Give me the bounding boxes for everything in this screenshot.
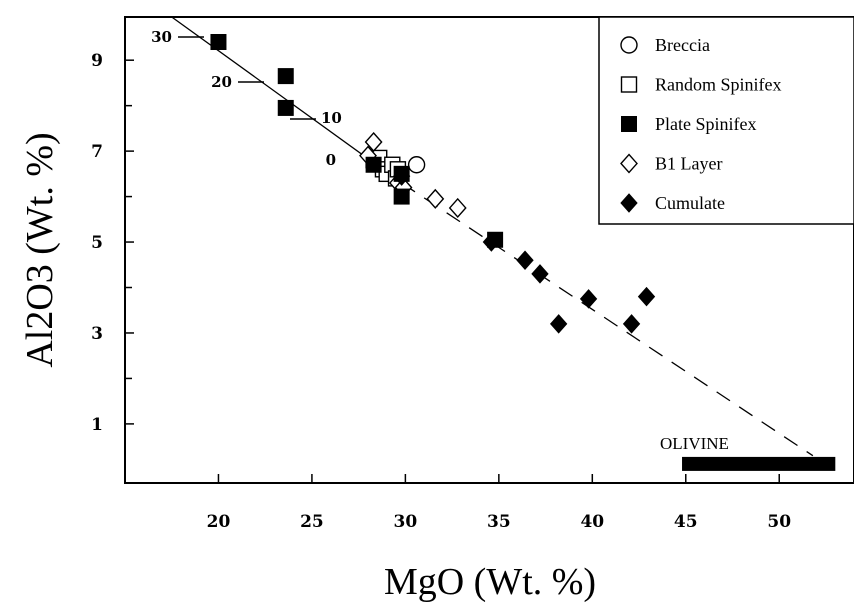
point-plate-spinifex [277,99,294,116]
legend-marker-cumulate [620,193,638,213]
plot-frame [124,16,854,484]
y-tick-label: 5 [91,233,103,253]
y-tick-label: 9 [91,51,103,71]
point-b1-layer [448,197,467,218]
legend-box [598,16,854,225]
point-cumulate [531,264,549,284]
point-b1-layer [426,188,445,209]
legend-label: Cumulate [655,193,725,213]
y-axis-title: Al2O3 (Wt. %) [19,132,61,367]
point-cumulate [622,314,641,334]
y-tick-label: 3 [91,324,103,344]
point-cumulate [579,289,598,309]
x-tick-label: 30 [394,512,418,532]
x-axis-ticks: 20 25 30 35 40 45 50 [207,474,791,532]
trend-annotation-label: 30 [151,28,172,46]
x-tick-label: 25 [300,512,324,532]
olivine-label: OLIVINE [660,434,729,453]
legend-label: Plate Spinifex [655,114,757,134]
legend-label: Random Spinifex [655,75,782,95]
x-tick-label: 20 [207,512,231,532]
legend-label: B1 Layer [655,154,722,174]
y-axis-ticks: 1 3 5 7 9 [91,51,134,435]
x-tick-label: 40 [580,512,604,532]
point-b1-layer [364,131,383,153]
trend-annotation-label: 10 [321,109,342,127]
legend-marker-plate-spinifex [621,116,637,132]
point-plate-spinifex [210,34,227,51]
legend-marker-random-spinifex [620,76,638,93]
olivine-range: OLIVINE [660,434,836,471]
trend-annotations: 30 20 10 0 [151,28,342,169]
point-cumulate [392,166,411,186]
point-cumulate [549,314,568,334]
legend-label: Breccia [655,35,710,55]
legend-marker-b1-layer [620,153,638,174]
point-breccia [407,156,426,174]
trend-annotation-label: 20 [211,73,232,91]
x-tick-label: 35 [487,512,511,532]
olivine-bar [682,456,836,471]
point-cumulate [637,286,656,307]
legend-marker-breccia [620,36,638,54]
dashed-trend-line [401,182,814,457]
y-tick-label: 1 [91,415,103,435]
x-tick-label: 45 [674,512,698,532]
point-plate-spinifex [365,156,382,173]
point-plate-spinifex [393,188,410,205]
trend-annotation-label: 0 [326,151,336,169]
point-cumulate [516,250,534,270]
legend: Breccia Random Spinifex Plate Spinifex B1 L… [598,16,854,225]
point-cumulate [482,232,501,252]
y-tick-label: 7 [91,142,103,162]
data-points [210,34,656,334]
x-tick-label: 50 [767,512,791,532]
x-axis-title: MgO (Wt. %) [384,561,596,603]
point-plate-spinifex [277,68,294,85]
